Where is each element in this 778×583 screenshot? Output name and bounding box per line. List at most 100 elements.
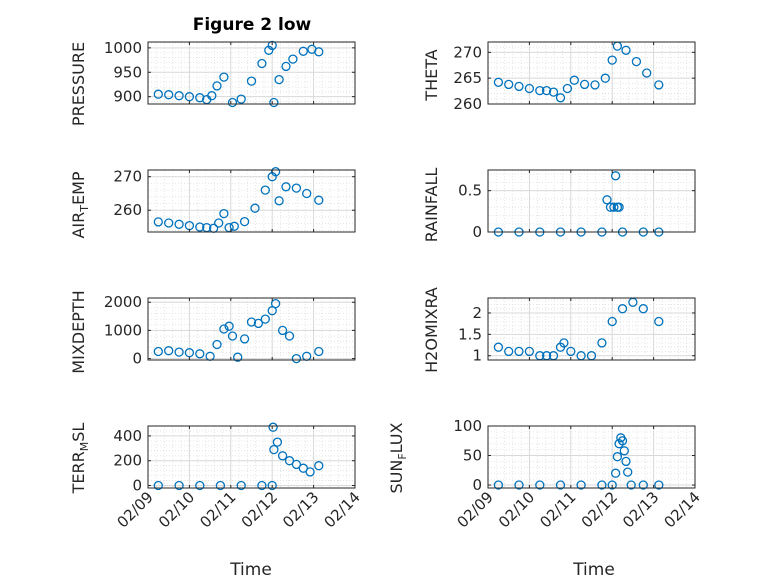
data-point: [219, 324, 229, 334]
data-point: [236, 480, 246, 491]
data-point: [612, 452, 623, 462]
y-tick-label: 270: [113, 168, 142, 186]
subplot-h2omixra: H2OMIXRA 1 1.5 2: [422, 287, 696, 373]
y-tick-label: 400: [113, 427, 142, 445]
data-point: [623, 467, 633, 477]
data-point: [269, 97, 279, 108]
axes-box: [147, 169, 356, 233]
data-point: [277, 451, 288, 461]
minor-grid: [488, 41, 695, 105]
data-point: [239, 334, 250, 344]
x-tick-label: 02/14: [661, 488, 704, 531]
series-points: [493, 41, 664, 103]
y-tick-label: 200: [113, 452, 142, 470]
data-point: [239, 216, 250, 227]
data-point: [219, 208, 229, 219]
y-tick-label: 1000: [104, 321, 142, 339]
ylabel-mixdepth: MIXDEPTH: [69, 290, 88, 373]
data-point: [590, 80, 600, 90]
data-point: [224, 321, 234, 331]
data-point: [291, 183, 302, 193]
data-point: [164, 218, 174, 228]
y-tick-label: 270: [453, 43, 482, 61]
data-point: [284, 456, 295, 466]
y-tick-label: 0: [132, 350, 142, 368]
data-point: [654, 80, 664, 90]
x-tick-label: 02/12: [238, 488, 281, 531]
data-point: [274, 196, 284, 206]
y-tick-label: 0.5: [458, 182, 482, 200]
data-point: [174, 219, 184, 229]
data-point: [253, 318, 264, 329]
series-points: [153, 422, 324, 491]
xlabel-right: Time: [572, 560, 615, 580]
y-tick-label: 2000: [104, 293, 142, 311]
data-point: [212, 81, 222, 91]
data-point: [291, 459, 302, 470]
plot-area: [488, 170, 695, 232]
data-point: [281, 61, 291, 72]
x-tick-label: 02/09: [454, 488, 497, 531]
data-point: [602, 195, 612, 205]
data-point: [281, 182, 291, 192]
y-tick-label: 0: [472, 223, 482, 241]
minor-grid: [148, 169, 355, 232]
data-point: [195, 93, 205, 103]
subplot-pressure: PRESSURE 900 950 1000: [69, 39, 356, 126]
y-tick-label: 100: [453, 417, 482, 435]
ylabel-air-temp: AIRTEMP: [69, 171, 91, 238]
data-point: [314, 47, 324, 57]
x-tick-label: 02/10: [495, 488, 538, 531]
data-point: [514, 81, 524, 92]
data-point: [610, 171, 621, 181]
data-point: [153, 346, 163, 357]
ylabel-sun-flux: SUNFLUX: [387, 422, 409, 493]
data-point: [642, 68, 652, 78]
data-point: [153, 217, 163, 227]
subplot-theta: THETA 260 265 270: [422, 41, 696, 113]
data-point: [195, 349, 205, 359]
data-point: [617, 304, 628, 314]
data-point: [607, 316, 617, 327]
data-point: [617, 436, 628, 446]
data-point: [272, 437, 283, 447]
subplot-mixdepth: MIXDEPTH 0 1000 2000: [69, 290, 356, 374]
data-point: [576, 480, 586, 490]
ylabel-pressure: PRESSURE: [69, 42, 88, 126]
series-points: [153, 167, 324, 233]
data-point: [555, 480, 566, 490]
x-tick-label: 02/10: [155, 488, 198, 531]
data-point: [302, 188, 312, 199]
data-point: [619, 446, 629, 456]
figure-title: Figure 2 low: [193, 15, 312, 35]
data-point: [246, 76, 257, 86]
data-point: [269, 444, 279, 455]
subplot-air-temp: AIRTEMP 260 270: [69, 167, 356, 239]
data-point: [164, 346, 174, 356]
x-tick-label: 02/11: [196, 488, 239, 531]
data-point: [207, 91, 217, 101]
series-points: [153, 40, 324, 108]
data-point: [548, 87, 559, 97]
data-point: [609, 202, 619, 212]
y-tick-label: 1.5: [458, 325, 482, 343]
data-point: [654, 480, 664, 490]
data-point: [195, 480, 205, 491]
data-point: [260, 185, 270, 195]
data-point: [600, 73, 610, 83]
data-point: [562, 83, 573, 94]
data-point: [274, 74, 284, 85]
data-point: [153, 480, 163, 491]
y-tick-label: 260: [453, 95, 482, 113]
data-point: [174, 480, 184, 491]
data-point: [614, 202, 624, 212]
data-point: [541, 85, 552, 96]
x-tick-label: 02/13: [279, 488, 322, 531]
data-point: [233, 352, 243, 362]
subplot-sun-flux: SUNFLUX 0 50 100 02/0902/1002/1102/1202/130…: [387, 417, 704, 531]
data-point: [184, 92, 195, 102]
data-point: [566, 346, 576, 357]
data-point: [257, 480, 267, 491]
data-point: [164, 90, 174, 100]
